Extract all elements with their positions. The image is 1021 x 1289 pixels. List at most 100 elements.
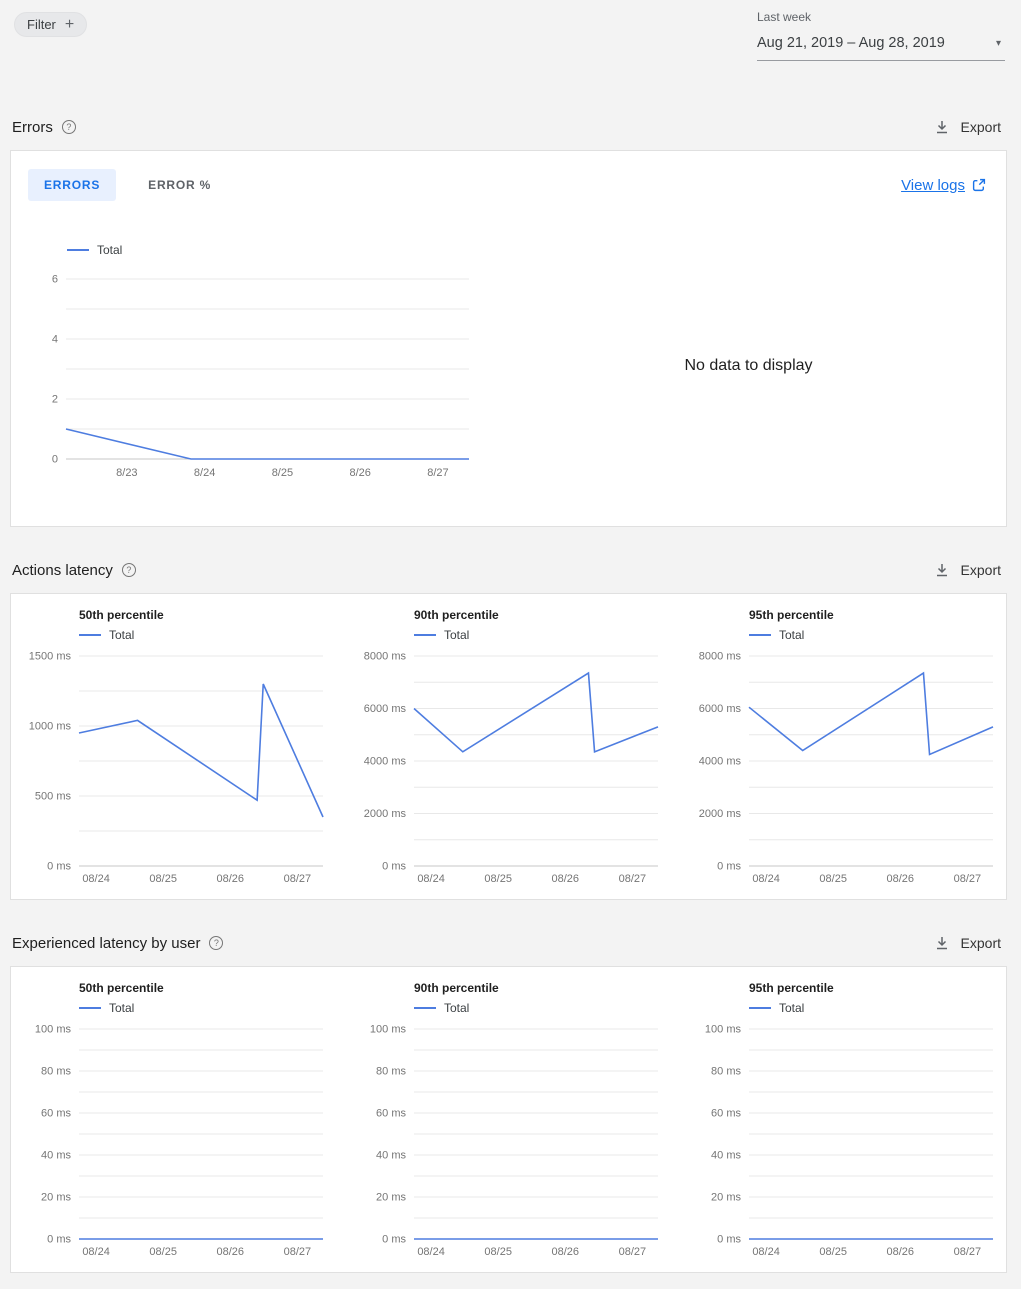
svg-text:6000 ms: 6000 ms [699, 703, 742, 715]
external-link-icon [972, 178, 986, 192]
download-icon [936, 937, 947, 950]
chart-legend: Total [414, 628, 668, 642]
no-data-message: No data to display [684, 356, 813, 374]
experienced-latency-p90-chart: 0 ms 20 ms 40 ms 60 ms 80 ms 100 ms 08/24 08/25… [356, 1017, 668, 1264]
chart-legend: Total [79, 1001, 333, 1015]
svg-text:08/27: 08/27 [954, 1246, 982, 1258]
actions-latency-card: 50th percentile Total 0 ms 500 ms 1000 ms 1… [10, 593, 1007, 900]
legend-label: Total [109, 1001, 135, 1015]
svg-text:20 ms: 20 ms [376, 1192, 406, 1204]
legend-line-swatch [67, 249, 89, 251]
legend-label: Total [444, 1001, 470, 1015]
chart-legend: Total [79, 628, 333, 642]
download-icon [936, 121, 947, 134]
svg-text:0: 0 [52, 454, 58, 466]
chart-title: 95th percentile [749, 608, 834, 622]
svg-text:0 ms: 0 ms [47, 1234, 71, 1246]
svg-text:08/25: 08/25 [819, 1246, 847, 1258]
svg-text:08/24: 08/24 [417, 873, 445, 885]
legend-label: Total [779, 628, 805, 642]
help-icon[interactable]: ? [121, 563, 136, 577]
chart-legend: Total [414, 1001, 668, 1015]
legend-line-swatch [79, 634, 101, 636]
svg-text:100 ms: 100 ms [705, 1024, 742, 1036]
tab-error-percent[interactable]: ERROR % [148, 178, 212, 192]
export-label: Export [960, 119, 1001, 135]
svg-text:8/25: 8/25 [272, 467, 293, 479]
export-button[interactable]: Export [929, 116, 1005, 138]
svg-text:0 ms: 0 ms [382, 861, 406, 873]
actions-latency-p50-chart: 0 ms 500 ms 1000 ms 1500 ms 08/24 08/25 08/26 0… [21, 644, 333, 891]
svg-text:6000 ms: 6000 ms [364, 703, 407, 715]
svg-text:2000 ms: 2000 ms [699, 808, 742, 820]
svg-text:08/27: 08/27 [619, 873, 647, 885]
chart-title: 95th percentile [749, 981, 834, 995]
svg-text:20 ms: 20 ms [41, 1192, 71, 1204]
legend-label: Total [444, 628, 470, 642]
export-button[interactable]: Export [929, 559, 1005, 581]
svg-text:8/26: 8/26 [349, 467, 370, 479]
errors-line-chart: 0 2 4 6 8/23 8/24 8/25 8/26 8/27 [11, 265, 491, 488]
svg-text:08/27: 08/27 [619, 1246, 647, 1258]
svg-text:40 ms: 40 ms [711, 1150, 741, 1162]
actions-latency-p50-block: 50th percentile Total 0 ms 500 ms 1000 ms 1… [21, 606, 333, 891]
filter-chip[interactable]: Filter + [14, 12, 88, 37]
svg-text:08/26: 08/26 [552, 873, 580, 885]
svg-text:0 ms: 0 ms [382, 1234, 406, 1246]
experienced-latency-p50-chart: 0 ms 20 ms 40 ms 60 ms 80 ms 100 ms 08/24 08/25… [21, 1017, 333, 1264]
actions-latency-p95-block: 95th percentile Total 0 ms 2000 ms 4000 ms… [691, 606, 1003, 891]
svg-text:0 ms: 0 ms [717, 1234, 741, 1246]
chart-title: 50th percentile [79, 608, 164, 622]
svg-text:08/24: 08/24 [82, 873, 110, 885]
help-icon[interactable]: ? [209, 936, 224, 950]
caret-down-icon: ▾ [995, 37, 1001, 49]
actions-latency-p95-chart: 0 ms 2000 ms 4000 ms 6000 ms 8000 ms 08/24 08/… [691, 644, 1003, 891]
svg-text:60 ms: 60 ms [376, 1108, 406, 1120]
chart-title: 50th percentile [79, 981, 164, 995]
svg-text:08/26: 08/26 [217, 873, 245, 885]
help-icon[interactable]: ? [61, 120, 76, 134]
svg-text:08/26: 08/26 [887, 873, 915, 885]
svg-text:4000 ms: 4000 ms [364, 756, 407, 768]
errors-card: ERRORS ERROR % View logs Total [10, 150, 1007, 527]
svg-text:2000 ms: 2000 ms [364, 808, 407, 820]
svg-text:20 ms: 20 ms [711, 1192, 741, 1204]
download-icon [936, 564, 947, 577]
experienced-latency-section: Experienced latency by user ? Export 50t… [0, 932, 1021, 1273]
chart-title: 90th percentile [414, 981, 499, 995]
svg-text:60 ms: 60 ms [41, 1108, 71, 1120]
svg-text:08/24: 08/24 [417, 1246, 445, 1258]
svg-text:08/26: 08/26 [552, 1246, 580, 1258]
experienced-latency-p90-block: 90th percentile Total 0 ms 20 ms 40 ms 60 m… [356, 979, 668, 1264]
tab-errors[interactable]: ERRORS [28, 169, 117, 201]
svg-text:08/26: 08/26 [887, 1246, 915, 1258]
svg-text:8/27: 8/27 [427, 467, 448, 479]
view-logs-link[interactable]: View logs [901, 177, 986, 194]
svg-text:8/24: 8/24 [194, 467, 215, 479]
export-label: Export [960, 935, 1001, 951]
actions-latency-section: Actions latency ? Export 50th percentile [0, 559, 1021, 900]
svg-text:08/25: 08/25 [484, 873, 512, 885]
actions-latency-title: Actions latency [12, 561, 113, 579]
errors-chart-legend: Total [67, 243, 491, 257]
date-range-picker[interactable]: Last week Aug 21, 2019 – Aug 28, 2019 ▾ [757, 10, 1005, 61]
svg-text:08/25: 08/25 [819, 873, 847, 885]
top-toolbar: Filter + Last week Aug 21, 2019 – Aug 28… [0, 0, 1021, 74]
legend-line-swatch [79, 1007, 101, 1009]
chart-legend: Total [749, 1001, 1003, 1015]
svg-text:8000 ms: 8000 ms [364, 651, 407, 663]
legend-line-swatch [414, 634, 436, 636]
chart-legend: Total [749, 628, 1003, 642]
legend-line-swatch [749, 634, 771, 636]
errors-tabs: ERRORS ERROR % [28, 169, 227, 201]
errors-section-title: Errors [12, 118, 53, 136]
svg-text:80 ms: 80 ms [376, 1066, 406, 1078]
svg-text:40 ms: 40 ms [41, 1150, 71, 1162]
actions-latency-p90-chart: 0 ms 2000 ms 4000 ms 6000 ms 8000 ms 08/24 08/… [356, 644, 668, 891]
svg-text:0 ms: 0 ms [47, 861, 71, 873]
svg-text:08/24: 08/24 [82, 1246, 110, 1258]
svg-text:8000 ms: 8000 ms [699, 651, 742, 663]
export-button[interactable]: Export [929, 932, 1005, 954]
date-range-preset-label: Last week [757, 10, 812, 24]
